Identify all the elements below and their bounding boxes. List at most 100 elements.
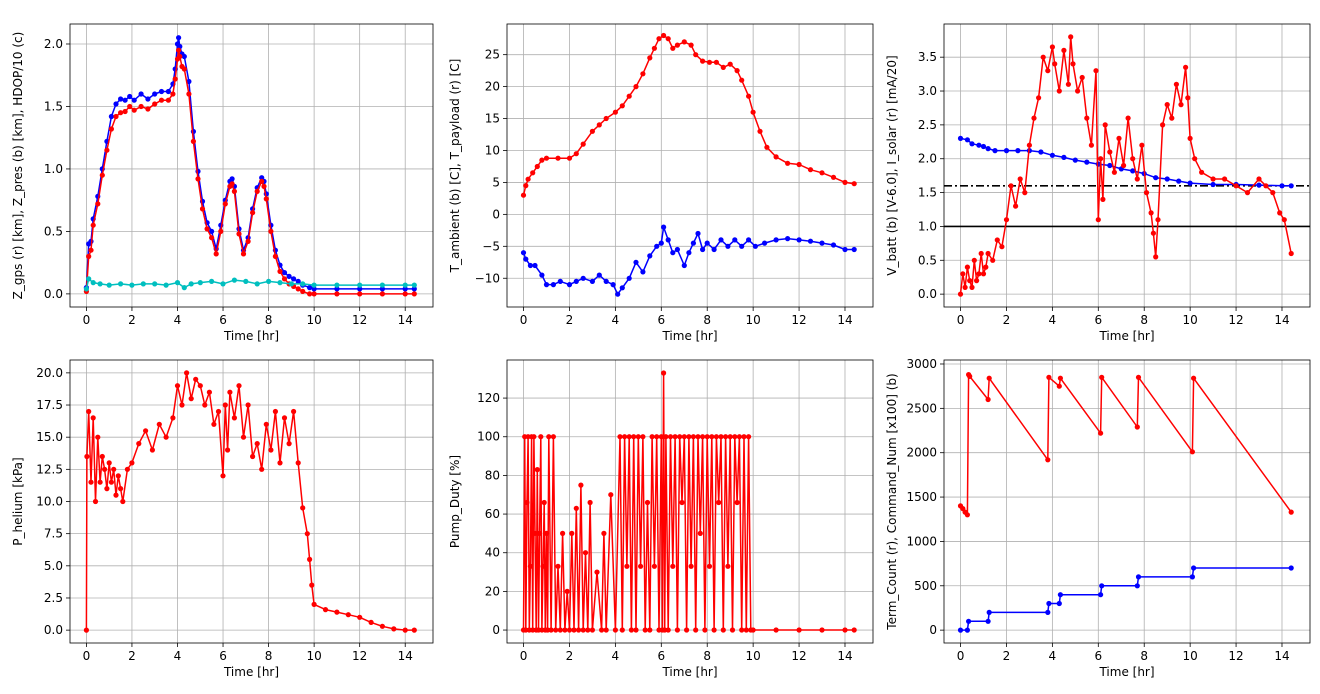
data-point	[411, 291, 417, 297]
x-tick-label: 2	[566, 649, 574, 663]
data-point	[1038, 149, 1044, 155]
data-point	[102, 466, 108, 472]
data-point	[1148, 210, 1154, 216]
data-point	[640, 434, 646, 440]
y-axis-label: Term_Count (r), Command_Num [x100] (b)	[885, 373, 899, 630]
x-tick-label: 8	[703, 649, 711, 663]
data-point	[732, 237, 738, 243]
data-point	[651, 45, 658, 51]
data-point	[1099, 374, 1105, 380]
data-point	[357, 286, 363, 292]
data-point	[557, 627, 563, 633]
data-point	[1135, 574, 1142, 580]
data-point	[739, 243, 745, 249]
data-point	[1178, 102, 1184, 108]
data-point	[700, 58, 706, 64]
x-tick-label: 10	[746, 649, 761, 663]
data-point	[304, 531, 310, 537]
y-tick-label: 2.5	[44, 591, 63, 605]
data-point	[218, 228, 224, 234]
data-point	[647, 55, 653, 61]
data-point	[311, 291, 317, 297]
data-point	[716, 499, 722, 506]
data-point	[523, 183, 529, 189]
data-point	[307, 285, 313, 291]
series-line-1	[85, 36, 415, 290]
data-point	[99, 453, 105, 460]
data-point	[334, 286, 340, 292]
data-point	[589, 128, 596, 134]
data-point	[229, 176, 235, 182]
y-tick-label: −5	[482, 239, 500, 253]
data-point	[638, 563, 644, 569]
data-point	[97, 281, 103, 287]
data-point	[170, 415, 176, 421]
data-point	[163, 434, 169, 440]
data-point	[686, 250, 692, 256]
data-point	[543, 155, 550, 161]
data-point	[709, 434, 715, 440]
data-point	[994, 237, 1000, 243]
data-point	[311, 601, 317, 608]
data-point	[104, 147, 110, 153]
plot-area	[944, 34, 1310, 297]
data-point	[1288, 183, 1294, 189]
data-point	[245, 238, 251, 244]
data-point	[1098, 592, 1104, 598]
data-point	[209, 235, 215, 241]
y-tick-label: 2.0	[44, 37, 63, 51]
data-point	[156, 421, 162, 427]
data-point	[842, 179, 848, 185]
data-point	[181, 285, 187, 291]
data-point	[706, 563, 713, 569]
x-tick-label: 4	[174, 313, 182, 327]
data-point	[240, 434, 247, 440]
data-point	[1169, 115, 1175, 121]
data-point	[548, 627, 554, 633]
data-point	[711, 246, 717, 253]
data-point	[1052, 61, 1058, 67]
data-point	[1049, 44, 1055, 50]
y-axis-label: Pump_Duty [%]	[448, 455, 462, 548]
x-tick-label: 2	[1003, 649, 1011, 663]
data-point	[106, 460, 112, 466]
data-point	[532, 530, 538, 537]
data-point	[566, 282, 573, 288]
data-point	[1045, 457, 1051, 463]
series-line-1	[522, 34, 855, 196]
data-point	[550, 434, 557, 440]
data-point	[661, 224, 667, 230]
data-point	[985, 396, 991, 403]
data-point	[718, 237, 724, 243]
data-point	[254, 281, 260, 287]
data-point	[170, 91, 176, 97]
series-line-2	[522, 226, 855, 295]
plot-area	[520, 370, 857, 633]
subplot-1: 0 2 4 6 8 10 12 14 0.0 0.5 1.0 1.5 2.0 Time [hr] Z_gps…	[11, 23, 434, 343]
data-point	[95, 434, 101, 440]
data-point	[725, 243, 731, 249]
data-point	[129, 282, 135, 288]
data-point	[236, 231, 242, 237]
data-point	[334, 609, 340, 615]
data-point	[1183, 64, 1189, 70]
data-point	[295, 278, 301, 284]
data-point	[1057, 592, 1063, 598]
series-line-1	[959, 373, 1292, 516]
data-point	[967, 373, 973, 379]
data-point	[677, 434, 683, 440]
data-point	[713, 434, 720, 440]
data-point	[670, 563, 676, 569]
data-point	[193, 376, 199, 382]
data-point	[718, 434, 724, 440]
data-point	[300, 505, 306, 511]
y-tick-label: 3000	[906, 357, 937, 371]
y-tick-label: 40	[485, 546, 500, 560]
data-point	[199, 206, 206, 212]
data-point	[1155, 217, 1161, 223]
data-point	[628, 627, 635, 633]
data-point	[1036, 95, 1042, 101]
data-point	[259, 175, 265, 181]
data-point	[681, 39, 687, 45]
